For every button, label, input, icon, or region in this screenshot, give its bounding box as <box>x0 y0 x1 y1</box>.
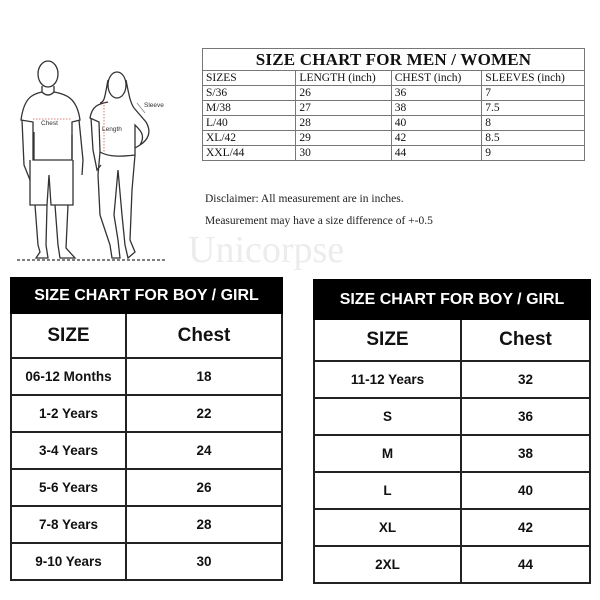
chest-label: Chest <box>41 120 58 127</box>
man-woman-illustration <box>17 60 165 261</box>
table-cell: 9-10 Years <box>10 542 127 581</box>
column-header: SLEEVES (inch) <box>481 70 585 86</box>
table-cell: 7.5 <box>481 100 585 116</box>
table-cell: XL <box>313 508 462 547</box>
column-header: CHEST (inch) <box>390 70 483 86</box>
table-cell: 28 <box>295 115 392 131</box>
table-row: XL/42 29 42 8.5 <box>201 130 585 146</box>
table-cell: 36 <box>390 85 483 101</box>
table-row: 7-8 Years 28 <box>10 505 283 544</box>
table-cell: 40 <box>460 471 591 510</box>
kids-table-title: SIZE CHART FOR BOY / GIRL <box>10 277 283 314</box>
table-row: 2XL 44 <box>313 545 591 584</box>
table-cell: 26 <box>295 85 392 101</box>
table-row: 11-12 Years 32 <box>313 360 591 399</box>
table-row: XXL/44 30 44 9 <box>201 145 585 161</box>
disclaimer-line-2: Measurement may have a size difference o… <box>205 215 433 227</box>
table-cell: 22 <box>125 394 283 433</box>
table-cell: L <box>313 471 462 510</box>
kids-header-row: SIZE Chest <box>10 312 283 359</box>
table-cell: 9 <box>481 145 585 161</box>
table-cell: 7-8 Years <box>10 505 127 544</box>
table-cell: 1-2 Years <box>10 394 127 433</box>
woman-figure <box>89 71 150 260</box>
table-cell: S/36 <box>201 85 297 101</box>
table-cell: 18 <box>125 357 283 396</box>
table-cell: 42 <box>390 130 483 146</box>
table-cell: 5-6 Years <box>10 468 127 507</box>
table-cell: M/38 <box>201 100 297 116</box>
table-row: S/36 26 36 7 <box>201 85 585 101</box>
table-cell: 27 <box>295 100 392 116</box>
column-header: LENGTH (inch) <box>295 70 392 86</box>
table-cell: 06-12 Months <box>10 357 127 396</box>
table-cell: 26 <box>125 468 283 507</box>
column-header: Chest <box>125 312 283 359</box>
table-row: 1-2 Years 22 <box>10 394 283 433</box>
length-label: Length <box>102 126 122 133</box>
column-header: Chest <box>460 318 591 362</box>
disclaimer-line-1: Disclaimer: All measurement are in inche… <box>205 193 404 205</box>
table-cell: 3-4 Years <box>10 431 127 470</box>
table-row: XL 42 <box>313 508 591 547</box>
kids-table-title: SIZE CHART FOR BOY / GIRL <box>313 279 591 320</box>
table-cell: 30 <box>125 542 283 581</box>
table-row: 5-6 Years 26 <box>10 468 283 507</box>
kids-table-title-row: SIZE CHART FOR BOY / GIRL <box>313 279 591 320</box>
column-header: SIZE <box>313 318 462 362</box>
table-cell: 38 <box>460 434 591 473</box>
table-row: M 38 <box>313 434 591 473</box>
table-cell: 29 <box>295 130 392 146</box>
table-cell: 8 <box>481 115 585 131</box>
kids-size-table-right: SIZE CHART FOR BOY / GIRL SIZE Chest 11-12 … <box>313 279 591 584</box>
table-row: 9-10 Years 30 <box>10 542 283 581</box>
table-cell: 7 <box>481 85 585 101</box>
table-cell: L/40 <box>201 115 297 131</box>
table-cell: 8.5 <box>481 130 585 146</box>
kids-size-table-left: SIZE CHART FOR BOY / GIRL SIZE Chest 06-12 … <box>10 277 283 581</box>
table-cell: M <box>313 434 462 473</box>
adult-header-row: SIZES LENGTH (inch) CHEST (inch) SLEEVES (i… <box>201 70 585 86</box>
table-cell: S <box>313 397 462 436</box>
table-cell: 30 <box>295 145 392 161</box>
adult-size-table: SIZE CHART FOR MEN / WOMEN SIZES LENGTH (… <box>201 48 585 161</box>
table-row: S 36 <box>313 397 591 436</box>
table-row: 06-12 Months 18 <box>10 357 283 396</box>
kids-table-title-row: SIZE CHART FOR BOY / GIRL <box>10 277 283 314</box>
table-cell: 24 <box>125 431 283 470</box>
table-cell: 44 <box>460 545 591 584</box>
adult-table-title: SIZE CHART FOR MEN / WOMEN <box>202 48 585 71</box>
kids-header-row: SIZE Chest <box>313 318 591 362</box>
table-row: 3-4 Years 24 <box>10 431 283 470</box>
table-cell: XL/42 <box>201 130 297 146</box>
table-cell: 40 <box>390 115 483 131</box>
table-cell: 38 <box>390 100 483 116</box>
table-cell: 28 <box>125 505 283 544</box>
table-cell: 32 <box>460 360 591 399</box>
sleeve-label: Sleeve <box>144 102 164 109</box>
table-cell: 44 <box>390 145 483 161</box>
table-row: L/40 28 40 8 <box>201 115 585 131</box>
column-header: SIZES <box>201 70 297 86</box>
table-row: L 40 <box>313 471 591 510</box>
table-row: M/38 27 38 7.5 <box>201 100 585 116</box>
table-cell: 36 <box>460 397 591 436</box>
table-cell: 11-12 Years <box>313 360 462 399</box>
watermark: Unicorpse <box>188 229 345 271</box>
table-cell: 2XL <box>313 545 462 584</box>
table-cell: 42 <box>460 508 591 547</box>
man-figure <box>20 60 84 259</box>
table-cell: XXL/44 <box>201 145 297 161</box>
column-header: SIZE <box>10 312 127 359</box>
